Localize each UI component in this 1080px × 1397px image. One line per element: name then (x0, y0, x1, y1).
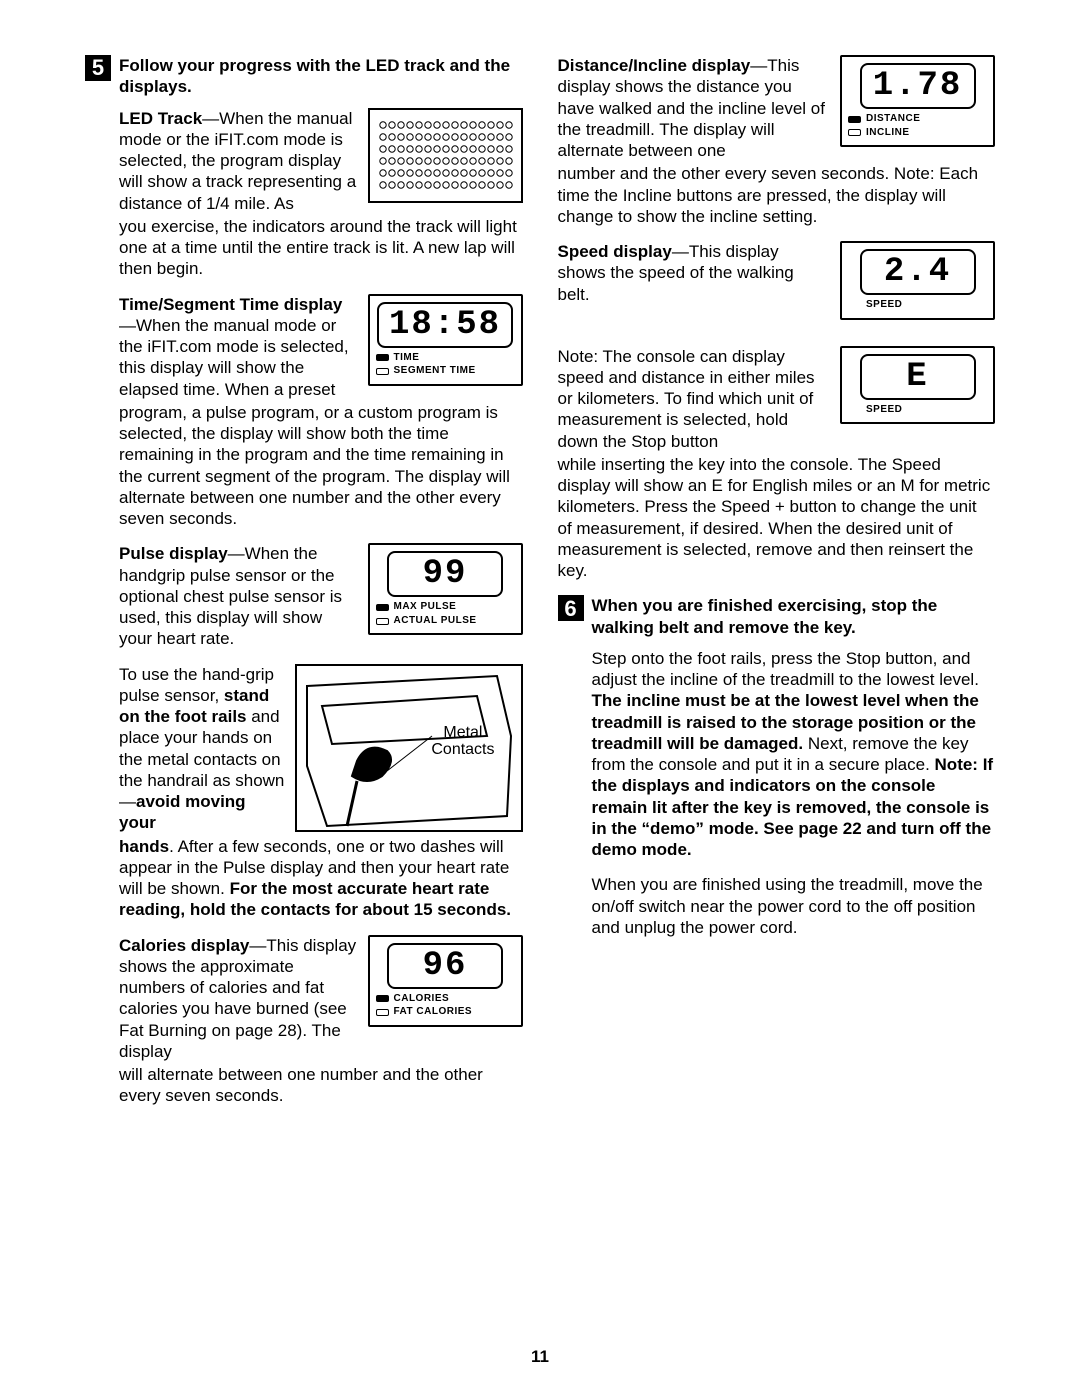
hand-bold2: avoid moving your (119, 792, 246, 832)
dist-label1: DISTANCE (866, 113, 920, 126)
cal-value: 96 (399, 949, 491, 983)
speed-bold: Speed display (558, 242, 672, 261)
hand-bold3: hands (119, 837, 169, 856)
dist-label2: INCLINE (866, 127, 910, 140)
step-number-6: 6 (558, 595, 584, 621)
step-6-title: When you are finished exercising, stop t… (592, 595, 996, 638)
unit-display: E SPEED (840, 346, 995, 425)
step6-p1a: Step onto the foot rails, press the Stop… (592, 649, 979, 689)
distance-row: Distance/Incline display—This display sh… (558, 55, 996, 161)
note-value: E (872, 360, 964, 394)
dist-text2: number and the other every seven seconds… (558, 163, 996, 227)
led-track-row: LED Track—When the manual mode or the iF… (119, 108, 523, 214)
manual-page: 5 Follow your progress with the LED trac… (0, 0, 1080, 1397)
led-track-bold: LED Track (119, 109, 202, 128)
cal-label2: FAT CALORIES (394, 1006, 473, 1019)
pulse-display: 99 MAX PULSE ACTUAL PULSE (368, 543, 523, 635)
time-display: 18:58 TIME SEGMENT TIME (368, 294, 523, 386)
fig-caption: MetalContacts (431, 724, 494, 759)
step6-p2: When you are finished using the treadmil… (592, 874, 996, 938)
pulse-label2: ACTUAL PULSE (394, 615, 477, 628)
page-number: 11 (0, 1347, 1080, 1367)
led-matrix-icon (376, 118, 519, 197)
time-bold: Time/Segment Time display (119, 295, 342, 314)
speed-row: Speed display—This display shows the spe… (558, 241, 996, 320)
distance-display: 1.78 DISTANCE INCLINE (840, 55, 995, 147)
speed-label-2: SPEED (866, 404, 902, 417)
pulse-row: Pulse display—When the handgrip pulse se… (119, 543, 523, 649)
step-number-5: 5 (85, 55, 111, 81)
cal-bold: Calories display (119, 936, 249, 955)
handgrip-diagram: MetalContacts (295, 664, 523, 832)
led-track-diagram (368, 108, 523, 203)
pulse-value: 99 (399, 557, 491, 591)
time-row: Time/Segment Time display —When the manua… (119, 294, 523, 400)
pulse-bold: Pulse display (119, 544, 228, 563)
time-value: 18:58 (389, 308, 501, 342)
step-5-header: 5 Follow your progress with the LED trac… (85, 55, 523, 98)
step-6-header: 6 When you are finished exercising, stop… (558, 595, 996, 638)
handgrip-row: To use the hand-grip pulse sensor, stand… (119, 664, 523, 834)
dist-value: 1.78 (872, 69, 964, 103)
time-label1: TIME (394, 352, 420, 365)
note-text1: Note: The console can display speed and … (558, 347, 815, 451)
step-5-title: Follow your progress with the LED track … (119, 55, 523, 98)
note-row: Note: The console can display speed and … (558, 346, 996, 452)
two-column-layout: 5 Follow your progress with the LED trac… (85, 55, 995, 1107)
speed-value: 2.4 (872, 255, 964, 289)
calories-display: 96 CALORIES FAT CALORIES (368, 935, 523, 1027)
speed-label: SPEED (866, 299, 902, 312)
time-label2: SEGMENT TIME (394, 365, 476, 378)
dist-bold: Distance/Incline display (558, 56, 751, 75)
time-text2: program, a pulse program, or a custom pr… (119, 402, 523, 530)
calories-row: Calories display—This display shows the … (119, 935, 523, 1063)
right-column: Distance/Incline display—This display sh… (558, 55, 996, 1107)
cal-label1: CALORIES (394, 993, 450, 1006)
speed-display: 2.4 SPEED (840, 241, 995, 320)
note-text2: while inserting the key into the console… (558, 454, 996, 582)
led-track-text2: you exercise, the indicators around the … (119, 216, 523, 280)
cal-text2: will alternate between one number and th… (119, 1064, 523, 1107)
time-text1: —When the manual mode or the iFIT.com mo… (119, 316, 349, 399)
pulse-label1: MAX PULSE (394, 601, 457, 614)
left-column: 5 Follow your progress with the LED trac… (85, 55, 523, 1107)
